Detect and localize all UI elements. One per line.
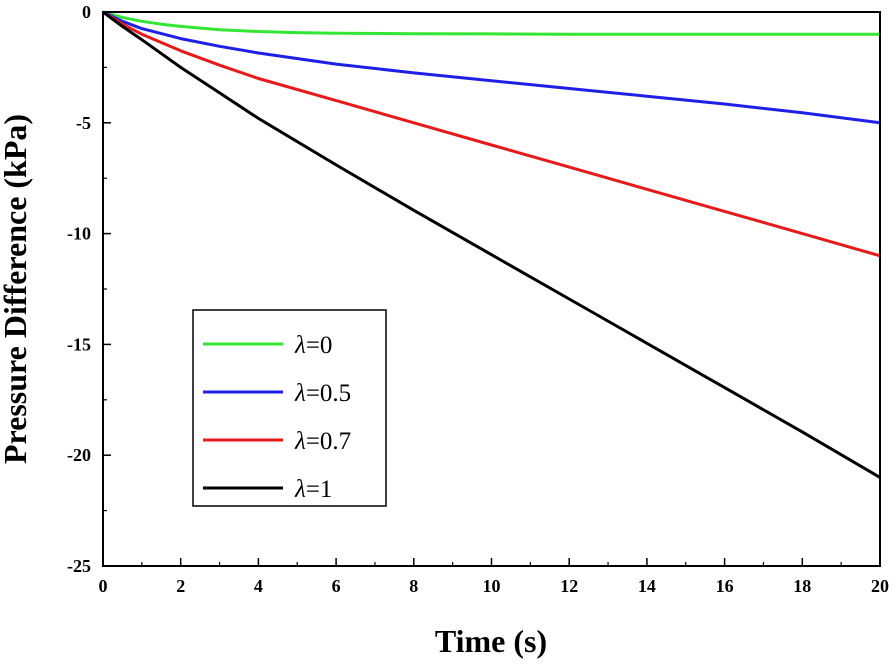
y-tick-label: 0 xyxy=(82,2,91,22)
x-tick-label: 2 xyxy=(176,576,185,596)
legend-value: =1 xyxy=(306,476,333,503)
lambda-symbol: λ xyxy=(294,380,306,407)
y-axis-title: Pressure Difference (kPa) xyxy=(0,114,33,464)
ticks-layer: 0 2 4 6 8 10 12 14 16 18 20 0 -5 -10 -15 -20 -25 xyxy=(67,2,889,596)
lambda-symbol: λ xyxy=(294,476,306,503)
legend-value: =0.7 xyxy=(306,428,351,455)
series-line-0 xyxy=(102,10,880,36)
series-line-1 xyxy=(102,10,881,125)
series-line-2 xyxy=(102,10,881,258)
legend-box xyxy=(192,309,387,507)
legend-label-1: λ=0.5 xyxy=(294,380,351,407)
x-tick-label: 12 xyxy=(560,576,578,596)
x-tick-label: 8 xyxy=(409,576,418,596)
legend-value: =0 xyxy=(306,332,333,359)
x-tick-label: 18 xyxy=(793,576,811,596)
x-tick-label: 6 xyxy=(332,576,341,596)
x-tick-label: 14 xyxy=(638,576,656,596)
x-tick-label: 4 xyxy=(254,576,263,596)
lambda-symbol: λ xyxy=(294,428,306,455)
x-tick-label: 20 xyxy=(871,576,889,596)
legend-label-0: λ=0 xyxy=(294,332,332,359)
x-tick-label: 16 xyxy=(716,576,734,596)
legend-label-2: λ=0.7 xyxy=(294,428,351,455)
x-axis-title: Time (s) xyxy=(435,623,547,659)
legend-label-3: λ=1 xyxy=(294,476,332,503)
y-tick-label: -15 xyxy=(67,334,91,354)
y-tick-label: -10 xyxy=(67,224,91,244)
y-tick-label: -25 xyxy=(67,556,91,576)
lambda-symbol: λ xyxy=(294,332,306,359)
legend: λ=0λ=0.5λ=0.7λ=1 xyxy=(192,309,387,507)
x-tick-label: 0 xyxy=(99,576,108,596)
y-tick-label: -20 xyxy=(67,445,91,465)
x-tick-label: 10 xyxy=(483,576,501,596)
series-line-3 xyxy=(102,10,881,479)
series-layer xyxy=(102,10,881,479)
y-tick-label: -5 xyxy=(76,113,91,133)
legend-value: =0.5 xyxy=(306,380,351,407)
